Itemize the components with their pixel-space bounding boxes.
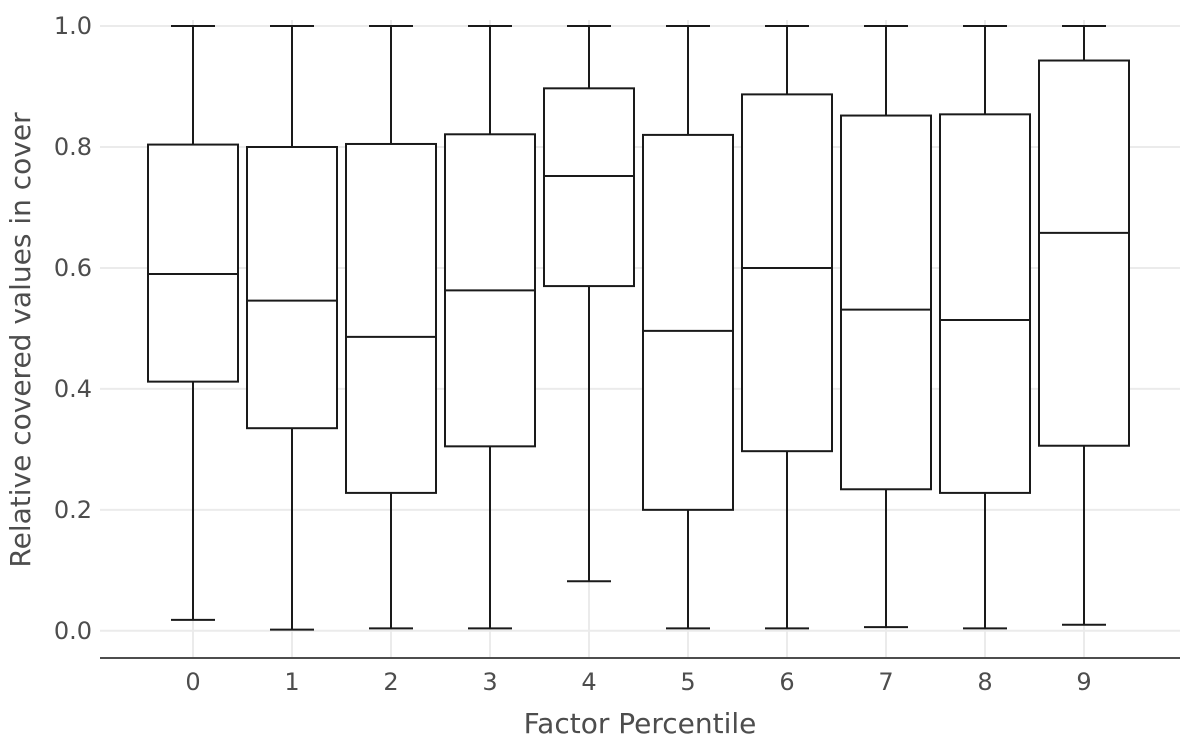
iqr-box [939,113,1031,494]
box-8 [939,25,1031,630]
x-tick-label: 9 [1076,668,1091,696]
y-tick-label: 0.2 [54,496,92,524]
iqr-box [246,145,338,430]
box-4 [543,25,635,583]
x-tick-label: 0 [185,668,200,696]
box-5 [642,25,734,630]
x-tick-label: 5 [680,668,695,696]
boxes [147,25,1130,631]
box-6 [741,25,833,630]
iqr-box [840,114,932,491]
x-tick-label: 6 [779,668,794,696]
y-tick-label: 0.0 [54,617,92,645]
x-tick-label: 1 [284,668,299,696]
box-1 [246,25,338,631]
box-2 [345,25,437,630]
x-tick-label: 2 [383,668,398,696]
box-9 [1038,25,1130,626]
iqr-box [642,133,734,511]
x-tick-label: 4 [581,668,596,696]
iqr-box [147,143,239,383]
x-tick-label: 3 [482,668,497,696]
iqr-box [543,87,635,288]
x-tick-label: 7 [878,668,893,696]
x-tick-label: 8 [977,668,992,696]
x-axis-title: Factor Percentile [524,707,757,740]
iqr-box [741,93,833,453]
iqr-box [345,142,437,494]
y-tick-label: 0.8 [54,133,92,161]
box-3 [444,25,536,630]
x-axis-ticks: 0 1 2 3 4 5 6 7 8 9 [185,668,1091,696]
box-0 [147,25,239,621]
iqr-box [1038,59,1130,447]
y-axis-ticks: 0.0 0.2 0.4 0.6 0.8 1.0 [54,12,92,645]
y-tick-label: 0.6 [54,254,92,282]
box-7 [840,25,932,629]
y-tick-label: 0.4 [54,375,92,403]
y-axis-title: Relative covered values in cover [4,112,37,568]
y-tick-label: 1.0 [54,12,92,40]
